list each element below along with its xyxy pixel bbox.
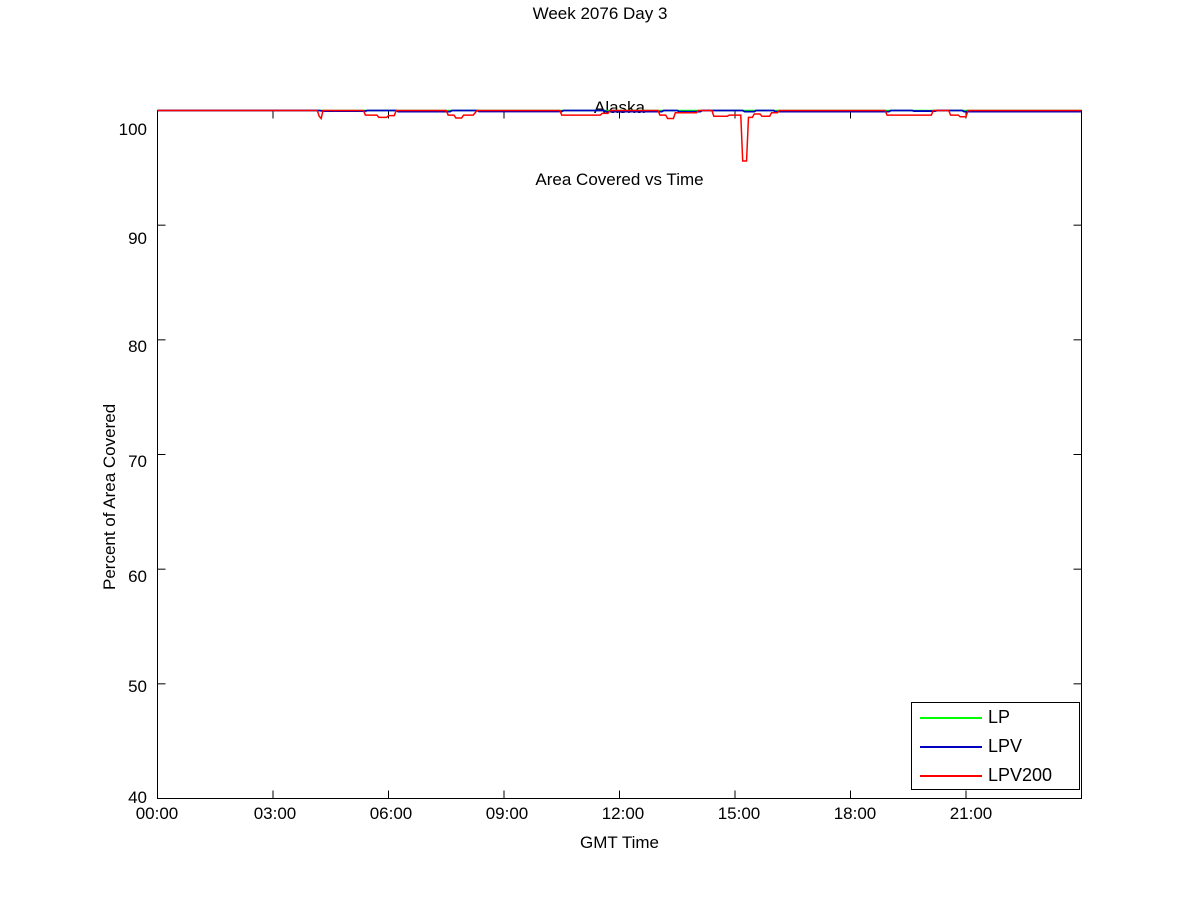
series-line-lpv [157,109,1082,113]
x-tick-label-1500: 15:00 [717,804,761,823]
legend-label-lp: LP [988,707,1011,727]
plot-frame [157,110,1082,799]
figure-suptitle: Week 2076 Day 3 [532,4,668,23]
axes-title-line-2: Area Covered vs Time [535,170,704,189]
y-tick-label-90: 90 [128,229,147,248]
series-line-lpv200 [157,109,1082,162]
legend-label-lpv200: LPV200 [988,765,1053,785]
y-tick-label-100: 100 [118,120,147,139]
legend-item-lpv200[interactable]: LPV200 [912,761,1081,790]
legend[interactable]: LP LPV LPV200 [911,702,1080,790]
y-tick-label-60: 60 [128,567,147,586]
y-tick-label-40: 40 [128,788,147,807]
legend-label-lpv: LPV [988,736,1023,756]
x-tick-label-2100: 21:00 [949,804,993,823]
x-tick-label-1200: 12:00 [601,804,645,823]
series-layer [157,109,1082,162]
tick-marks [157,110,1082,799]
x-tick-label-0900: 09:00 [485,804,529,823]
legend-swatch-lpv200 [920,775,982,777]
legend-swatch-lp [920,717,982,719]
y-tick-label-80: 80 [128,337,147,356]
legend-swatch-lpv [920,746,982,748]
x-axis-label: GMT Time [579,833,660,852]
y-tick-label-50: 50 [128,677,147,696]
legend-item-lp[interactable]: LP [912,703,1081,732]
x-tick-label-1800: 18:00 [833,804,877,823]
y-tick-label-70: 70 [128,452,147,471]
legend-item-lpv[interactable]: LPV [912,732,1081,761]
x-tick-label-0600: 06:00 [369,804,413,823]
x-tick-label-0300: 03:00 [253,804,297,823]
x-tick-label-0000: 00:00 [135,804,179,823]
axes-title: Alaska Area Covered vs Time [157,48,1082,240]
